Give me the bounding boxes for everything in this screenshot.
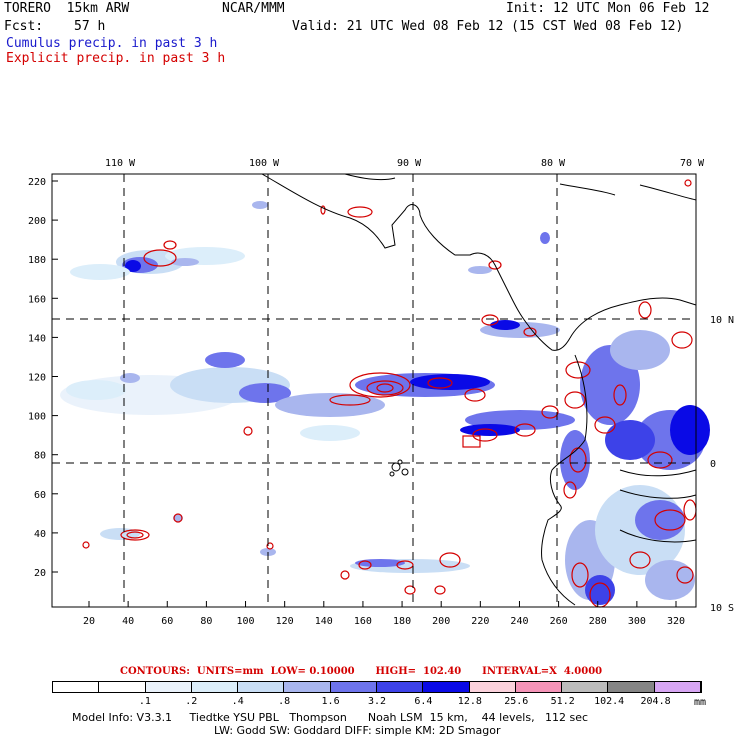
cumulus-precip-field: [60, 201, 710, 605]
bottom-tick-label: 40: [122, 616, 134, 627]
bottom-tick-label: 220: [471, 616, 489, 627]
colorbar-label: .2: [185, 696, 198, 707]
colorbar-swatch: [376, 682, 424, 692]
left-tick-label: 140: [28, 333, 46, 344]
bottom-tick-label: 20: [83, 616, 95, 627]
top-tick-label: 90 W: [397, 158, 422, 169]
colorbar-label: 1.6: [321, 696, 340, 707]
lat-lon-grid: [52, 174, 696, 607]
tick-marks: [52, 180, 677, 607]
top-tick-label: 70 W: [680, 158, 705, 169]
bottom-tick-label: 240: [510, 616, 528, 627]
colorbar-label: .8: [278, 696, 291, 707]
left-tick-label: 220: [28, 177, 46, 188]
bottom-tick-label: 100: [237, 616, 255, 627]
colorbar-swatch: [515, 682, 563, 692]
right-tick-label: 10 N: [710, 315, 734, 326]
bottom-tick-label: 160: [354, 616, 372, 627]
forecast-label: Fcst:: [4, 19, 44, 34]
bottom-tick-label: 140: [315, 616, 333, 627]
left-tick-label: 120: [28, 373, 46, 384]
left-tick-label: 40: [34, 529, 46, 540]
colorbar-swatch: [423, 682, 470, 692]
bottom-tick-label: 300: [628, 616, 646, 627]
org-label: NCAR/MMM: [222, 1, 285, 16]
colorbar-label: 204.8: [640, 696, 671, 707]
right-tick-label: 0: [710, 459, 716, 470]
bottom-tick-label: 80: [200, 616, 212, 627]
colorbar: [52, 681, 702, 693]
contours-info: CONTOURS: UNITS=mm LOW= 0.10000 HIGH= 10…: [120, 666, 603, 677]
colorbar-swatch: [99, 682, 146, 692]
colorbar-swatch: [53, 682, 100, 692]
init-time: Init: 12 UTC Mon 06 Feb 12: [506, 1, 710, 16]
map-frame: [51, 173, 697, 608]
colorbar-label: .1: [138, 696, 151, 707]
colorbar-swatch: [191, 682, 239, 692]
bottom-tick-label: 280: [589, 616, 607, 627]
forecast-hour: 57 h: [74, 19, 106, 34]
top-tick-label: 100 W: [249, 158, 280, 169]
legend-cumulus: Cumulus precip. in past 3 h: [6, 36, 218, 51]
colorbar-label: 6.4: [414, 696, 433, 707]
left-tick-label: 80: [34, 451, 46, 462]
bottom-tick-label: 260: [550, 616, 568, 627]
bottom-tick-label: 200: [432, 616, 450, 627]
colorbar-label: .4: [231, 696, 244, 707]
colorbar-swatch: [562, 682, 609, 692]
left-tick-label: 200: [28, 216, 46, 227]
model-info-line2: LW: Godd SW: Goddard DIFF: simple KM: 2D…: [214, 724, 501, 737]
colorbar-swatch: [330, 682, 377, 692]
top-tick-label: 110 W: [105, 158, 136, 169]
model-title: TORERO 15km ARW: [4, 1, 130, 16]
bottom-tick-label: 120: [276, 616, 294, 627]
explicit-precip-contours: [82, 179, 697, 608]
colorbar-swatch: [284, 682, 331, 692]
colorbar-label: 102.4: [594, 696, 625, 707]
right-tick-label: 10 S: [710, 603, 734, 614]
tick-labels: 220 200 180 160 140 120 100 80 60 40 20 20 40 60 80 100…: [28, 158, 734, 627]
colorbar-swatch: [145, 682, 192, 692]
bottom-tick-label: 60: [161, 616, 173, 627]
colorbar-swatch: [608, 682, 655, 692]
colorbar-label: 51.2: [550, 696, 575, 707]
colorbar-unit: mm: [694, 697, 707, 708]
left-tick-label: 60: [34, 490, 46, 501]
colorbar-label: 3.2: [367, 696, 387, 707]
coastlines: [261, 173, 697, 606]
colorbar-label: 25.6: [504, 696, 529, 707]
bottom-tick-label: 320: [667, 616, 685, 627]
left-tick-label: 180: [28, 255, 46, 266]
colorbar-label: 12.8: [457, 696, 482, 707]
bottom-tick-label: 180: [393, 616, 411, 627]
left-tick-label: 160: [28, 294, 46, 305]
left-tick-label: 100: [28, 412, 46, 423]
colorbar-swatch: [469, 682, 516, 692]
colorbar-swatch: [238, 682, 285, 692]
model-info-line1: Model Info: V3.3.1 Tiedtke YSU PBL Thomp…: [72, 711, 589, 724]
left-tick-label: 20: [34, 568, 46, 579]
valid-time: Valid: 21 UTC Wed 08 Feb 12 (15 CST Wed …: [292, 19, 684, 34]
legend-explicit: Explicit precip. in past 3 h: [6, 51, 226, 66]
colorbar-swatch: [654, 682, 701, 692]
top-tick-label: 80 W: [541, 158, 566, 169]
